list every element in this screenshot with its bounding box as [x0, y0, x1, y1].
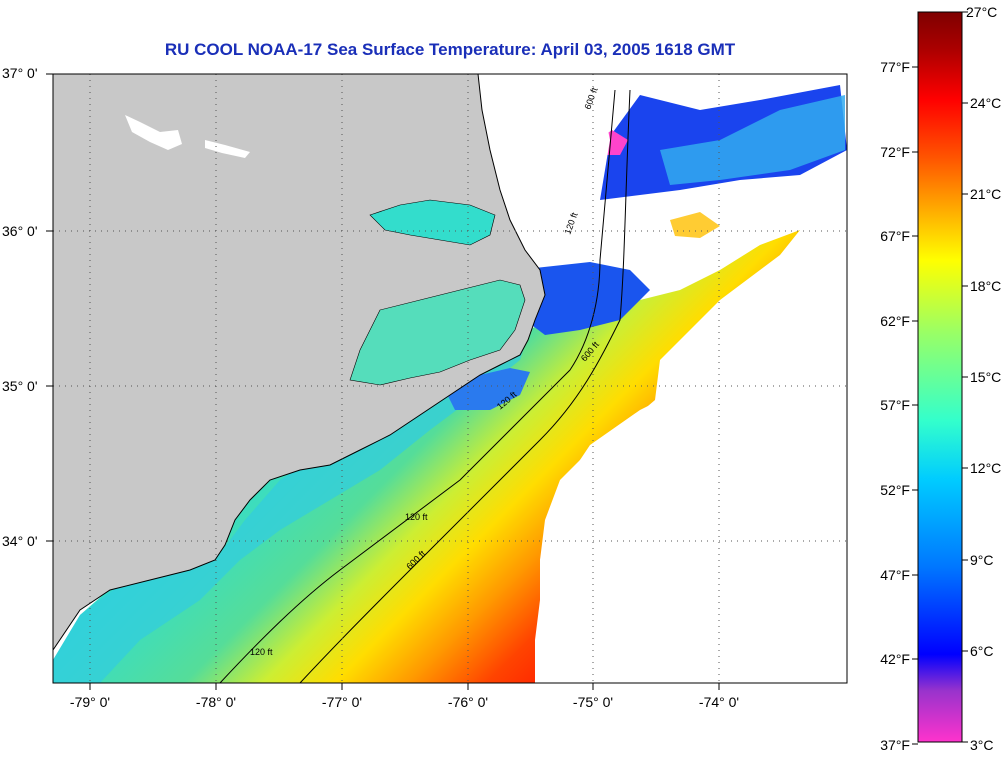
colorbar-fahrenheit-label: 67°F — [880, 228, 910, 244]
colorbar-ticks — [912, 11, 968, 745]
colorbar — [917, 11, 963, 743]
colorbar-fahrenheit-label: 37°F — [880, 737, 910, 753]
colorbar-celsius-label: 3°C — [970, 737, 994, 753]
colorbar-celsius-label: 24°C — [970, 95, 1001, 111]
map-frame — [52, 73, 848, 684]
lat-label: 37° 0' — [2, 65, 38, 81]
colorbar-fahrenheit-label: 52°F — [880, 482, 910, 498]
map-title: RU COOL NOAA-17 Sea Surface Temperature:… — [164, 40, 736, 59]
axis-ticks — [46, 73, 720, 690]
colorbar-fahrenheit-label: 77°F — [880, 59, 910, 75]
lon-label: -79° 0' — [70, 694, 110, 710]
cool-water-north — [660, 95, 845, 185]
cloud-gap-north — [495, 80, 610, 262]
lat-label: 34° 0' — [2, 533, 38, 549]
contour-label: 120 ft — [405, 512, 428, 522]
colorbar-celsius-label: 12°C — [970, 460, 1001, 476]
contour-120ft — [219, 89, 616, 683]
lon-label: -75° 0' — [573, 694, 613, 710]
colorbar-fahrenheit-label: 72°F — [880, 144, 910, 160]
lat-label: 35° 0' — [2, 378, 38, 394]
lat-label: 36° 0' — [2, 223, 38, 239]
lon-label: -77° 0' — [322, 694, 362, 710]
colorbar-fahrenheit-label: 47°F — [880, 567, 910, 583]
cloud-gap — [540, 270, 847, 683]
lon-label: -76° 0' — [448, 694, 488, 710]
colorbar-celsius-label: 9°C — [970, 552, 994, 568]
pamlico-sound — [349, 279, 526, 386]
colorbar-celsius-label: 27°C — [966, 4, 997, 20]
inland-lake-2 — [205, 140, 250, 158]
colorbar-celsius-label: 15°C — [970, 369, 1001, 385]
colorbar-celsius-label: 21°C — [970, 186, 1001, 202]
albemarle-sound — [369, 199, 496, 246]
contour-label: 120 ft — [250, 647, 273, 657]
contour-600ft — [299, 89, 631, 683]
cold-water-patch-south — [445, 368, 530, 410]
colorbar-fahrenheit-label: 57°F — [880, 397, 910, 413]
cold-water-patch — [525, 262, 650, 335]
colorbar-celsius-label: 18°C — [970, 278, 1001, 294]
graticule — [53, 74, 847, 683]
lon-label: -78° 0' — [196, 694, 236, 710]
inland-lake — [125, 115, 182, 150]
colorbar-fahrenheit-label: 62°F — [880, 313, 910, 329]
lon-label: -74° 0' — [699, 694, 739, 710]
colorbar-fahrenheit-label: 42°F — [880, 651, 910, 667]
sst-field — [53, 230, 800, 683]
colorbar-celsius-label: 6°C — [970, 643, 994, 659]
